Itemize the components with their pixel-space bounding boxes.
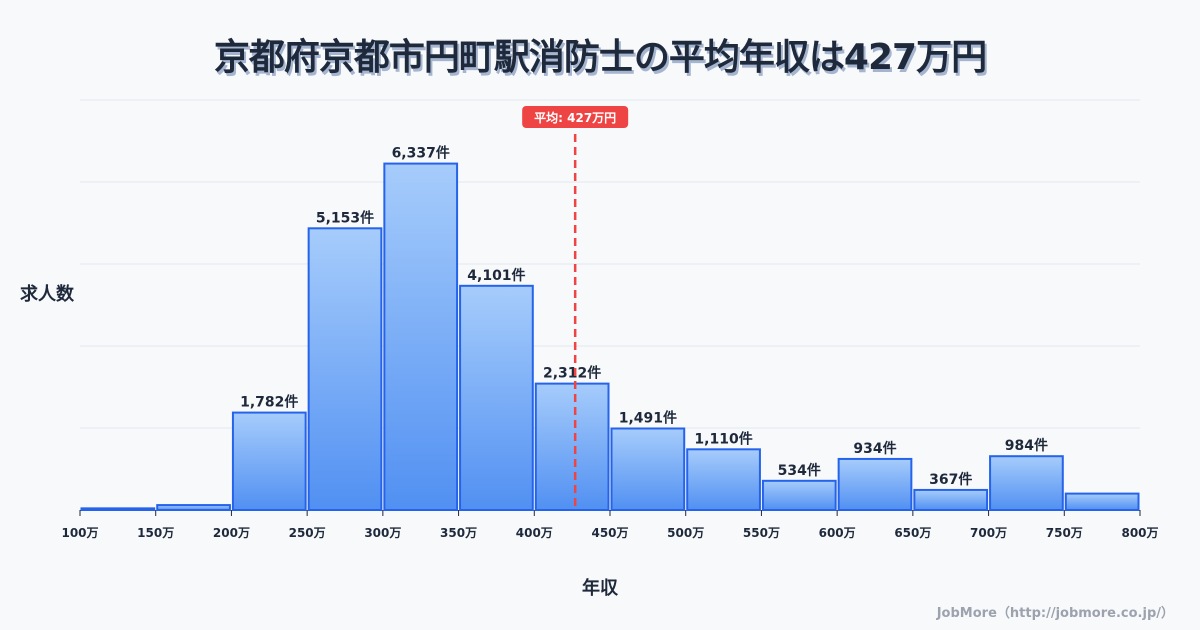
x-tick-label: 300万	[364, 526, 401, 540]
histogram-bar	[763, 481, 836, 510]
bar-value-label: 1,110件	[694, 430, 752, 447]
x-tick-label: 550万	[743, 526, 780, 540]
histogram-bar	[460, 286, 533, 510]
x-tick-label: 600万	[819, 526, 856, 540]
bar-value-label: 1,491件	[619, 409, 677, 426]
bar-value-label: 5,153件	[316, 209, 374, 226]
gridlines	[80, 100, 1140, 428]
x-tick-label: 350万	[440, 526, 477, 540]
histogram-bar	[536, 384, 609, 510]
bar-value-label: 6,337件	[392, 145, 450, 162]
bar-value-label: 984件	[1005, 437, 1048, 454]
x-tick-label: 200万	[213, 526, 250, 540]
bar-value-label: 1,782件	[240, 394, 298, 411]
bar-value-label: 534件	[778, 462, 821, 479]
x-tick-label: 400万	[516, 526, 553, 540]
x-axis: 100万 150万 200万 250万 300万 350万 400万 450万 500万 550万…	[61, 510, 1158, 540]
histogram-bar	[157, 505, 230, 510]
histogram-bar	[233, 413, 306, 510]
x-tick-label: 700万	[970, 526, 1007, 540]
average-badge-label: 平均: 427万円	[534, 110, 616, 125]
histogram-chart: 1,782件 5,153件 6,337件 4,101件 2,312件 1,491件 1,11…	[0, 0, 1200, 630]
histogram-bar	[914, 490, 987, 510]
histogram-bar	[309, 228, 382, 510]
histogram-bar	[612, 428, 685, 510]
x-tick-label: 450万	[591, 526, 628, 540]
x-tick-label: 500万	[667, 526, 704, 540]
bar-value-label: 2,312件	[543, 365, 601, 382]
bar-value-label: 4,101件	[467, 267, 525, 284]
histogram-bar	[1066, 494, 1139, 510]
histogram-bar	[384, 164, 457, 510]
histogram-bar	[990, 456, 1063, 510]
bar-value-label: 367件	[929, 471, 972, 488]
histogram-bar	[82, 508, 155, 510]
bars: 1,782件 5,153件 6,337件 4,101件 2,312件 1,491件 1,11…	[82, 145, 1139, 510]
x-tick-label: 250万	[289, 526, 326, 540]
x-tick-label: 100万	[61, 526, 98, 540]
x-tick-label: 650万	[894, 526, 931, 540]
x-tick-label: 800万	[1121, 526, 1158, 540]
x-tick-label: 750万	[1046, 526, 1083, 540]
bar-value-label: 934件	[853, 440, 896, 457]
histogram-bar	[687, 449, 760, 510]
histogram-bar	[839, 459, 912, 510]
x-tick-label: 150万	[137, 526, 174, 540]
